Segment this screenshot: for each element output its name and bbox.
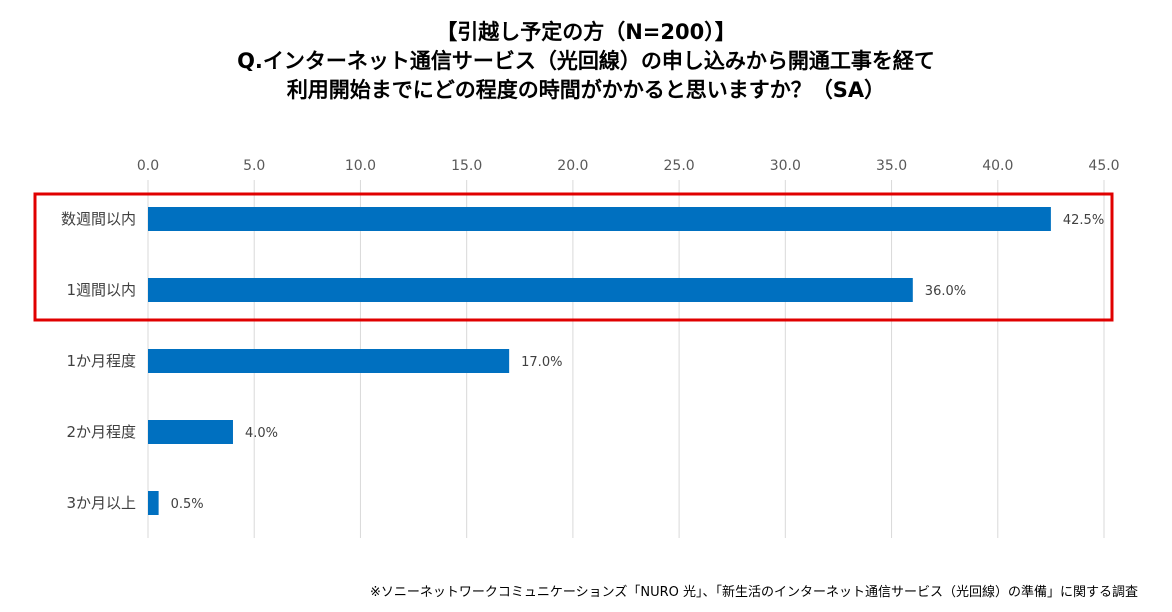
x-tick-label: 45.0 xyxy=(1088,158,1119,174)
bar xyxy=(148,207,1051,231)
data-label: 17.0% xyxy=(521,355,562,370)
title-line-3: 利用開始までにどの程度の時間がかかると思いますか？（SA） xyxy=(286,78,886,102)
highlight-box xyxy=(33,192,1114,322)
x-tick-label: 30.0 xyxy=(770,158,801,174)
title-line-2: Q.インターネット通信サービス（光回線）の申し込みから開通工事を経て xyxy=(237,49,935,73)
data-label: 0.5% xyxy=(171,497,204,512)
x-tick-label: 5.0 xyxy=(243,158,265,174)
bar xyxy=(148,349,510,373)
x-tick-label: 35.0 xyxy=(876,158,907,174)
x-tick-label: 25.0 xyxy=(664,158,695,174)
category-label: 数週間以内 xyxy=(61,210,136,228)
x-tick-label: 20.0 xyxy=(557,158,588,174)
chart-title: 【引越し予定の方（N=200）】 Q.インターネット通信サービス（光回線）の申し… xyxy=(0,18,1172,105)
footnote: ※ソニーネットワークコミュニケーションズ「NURO 光」、「新生活のインターネッ… xyxy=(369,585,1138,600)
x-tick-label: 15.0 xyxy=(451,158,482,174)
category-label: 1週間以内 xyxy=(66,281,136,299)
bar xyxy=(148,491,159,515)
bar xyxy=(148,278,913,302)
x-tick-label: 0.0 xyxy=(137,158,159,174)
category-label: 1か月程度 xyxy=(66,352,136,370)
category-label: 2か月程度 xyxy=(66,423,136,441)
data-label: 4.0% xyxy=(245,426,278,441)
x-tick-label: 40.0 xyxy=(982,158,1013,174)
title-line-1: 【引越し予定の方（N=200）】 xyxy=(436,20,736,44)
data-label: 36.0% xyxy=(925,284,966,299)
bar xyxy=(148,420,233,444)
category-label: 3か月以上 xyxy=(66,494,136,512)
x-tick-label: 10.0 xyxy=(345,158,376,174)
data-label: 42.5% xyxy=(1063,213,1104,228)
